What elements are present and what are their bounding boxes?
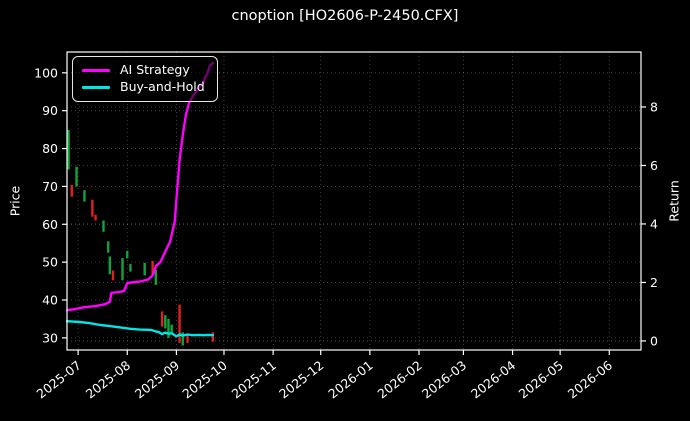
legend-label: Buy-and-Hold xyxy=(120,79,205,95)
left-axis-ticks: 30 40 50 60 70 80 90 100 xyxy=(34,65,67,345)
date-tick-label: 2026-02 xyxy=(374,358,424,402)
candle-up xyxy=(67,130,70,170)
price-tick-label: 70 xyxy=(42,179,58,194)
candle-up xyxy=(181,332,184,346)
candle-up xyxy=(83,190,86,202)
return-tick-label: 2 xyxy=(650,275,658,290)
date-tick-label: 2025-10 xyxy=(179,358,229,402)
price-tick-label: 30 xyxy=(42,330,58,345)
legend: AI Strategy Buy-and-Hold xyxy=(72,56,218,102)
price-tick-label: 60 xyxy=(42,217,58,232)
date-tick-label: 2026-04 xyxy=(468,358,518,402)
chart-title: cnoption [HO2606-P-2450.CFX] xyxy=(231,8,459,24)
candle-up xyxy=(143,262,146,276)
date-tick-label: 2025-07 xyxy=(34,358,84,402)
candle-up xyxy=(75,166,78,187)
candle-down xyxy=(94,214,97,221)
legend-item-buy-and-hold: Buy-and-Hold xyxy=(73,81,217,94)
candle-up xyxy=(107,241,110,253)
date-tick-label: 2026-05 xyxy=(516,358,566,402)
candle-up xyxy=(164,315,167,329)
candle-down xyxy=(91,199,94,217)
date-tick-label: 2026-01 xyxy=(325,358,375,402)
gridlines xyxy=(67,52,641,350)
date-tick-label: 2026-06 xyxy=(565,358,615,402)
candle-up xyxy=(154,269,157,285)
date-tick-label: 2025-11 xyxy=(229,358,279,402)
date-tick-label: 2025-12 xyxy=(276,358,326,402)
x-axis-ticks: 2025-072025-082025-092025-102025-112025-… xyxy=(34,350,615,402)
price-tick-label: 100 xyxy=(34,65,58,80)
candle-down xyxy=(70,184,73,197)
price-tick-label: 90 xyxy=(42,103,58,118)
price-tick-label: 40 xyxy=(42,293,58,308)
price-tick-label: 50 xyxy=(42,255,58,270)
candle-up xyxy=(126,250,129,259)
candle-down xyxy=(211,332,215,342)
date-tick-label: 2025-09 xyxy=(132,358,182,402)
candle-down xyxy=(160,311,164,327)
return-tick-label: 4 xyxy=(650,216,658,231)
left-axis-label: Price xyxy=(7,185,23,217)
ai-strategy-line-swatch xyxy=(82,69,110,73)
candle-up xyxy=(102,220,105,232)
right-axis-label: Return xyxy=(666,180,682,222)
price-tick-label: 80 xyxy=(42,141,58,156)
date-tick-label: 2025-08 xyxy=(83,358,133,402)
buy-and-hold-line xyxy=(65,320,215,338)
candle-down xyxy=(151,261,154,275)
plot-border xyxy=(66,51,642,351)
candle-up xyxy=(108,256,112,275)
return-tick-label: 8 xyxy=(650,99,658,114)
candle-up xyxy=(167,318,170,338)
buy-and-hold-line-swatch xyxy=(82,85,110,89)
candle-down xyxy=(111,270,115,281)
candle-up xyxy=(129,264,132,272)
return-tick-label: 0 xyxy=(650,333,658,348)
candle-down xyxy=(186,334,189,343)
candle-down xyxy=(178,304,181,343)
return-tick-label: 6 xyxy=(650,158,658,173)
candle-up xyxy=(170,324,173,335)
right-axis-ticks: 0 2 4 6 8 xyxy=(641,99,658,348)
candlestick-series xyxy=(67,130,215,346)
legend-item-ai-strategy: AI Strategy xyxy=(73,64,217,77)
legend-label: AI Strategy xyxy=(120,62,190,78)
date-tick-label: 2026-03 xyxy=(419,358,469,402)
candle-up xyxy=(121,257,124,281)
